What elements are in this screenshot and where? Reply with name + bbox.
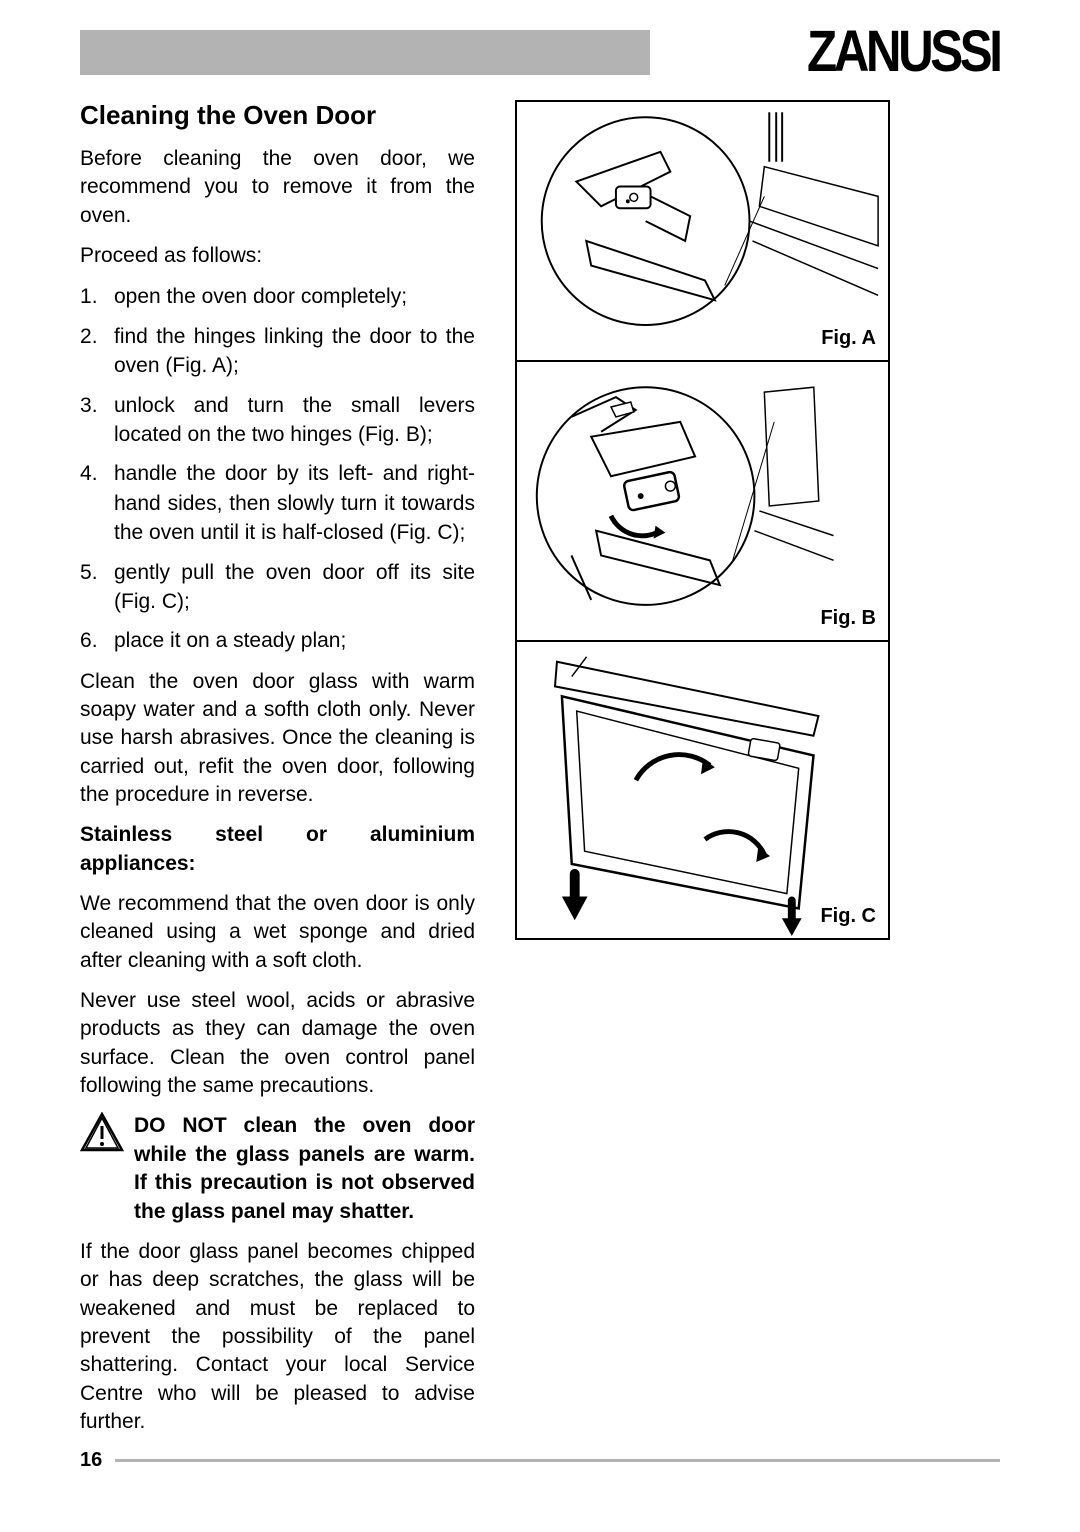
step-item: gently pull the oven door off its site (… xyxy=(80,558,475,617)
stainless-p2: Never use steel wool, acids or abrasive … xyxy=(80,987,475,1100)
step-item: place it on a steady plan; xyxy=(80,626,475,655)
header-bar xyxy=(80,30,650,75)
figure-a-label: Fig. A xyxy=(821,327,876,350)
page-number: 16 xyxy=(80,1449,102,1472)
proceed-paragraph: Proceed as follows: xyxy=(80,242,475,270)
figure-b: Fig. B xyxy=(515,360,890,640)
section-title: Cleaning the Oven Door xyxy=(80,100,475,131)
figure-column: Fig. A xyxy=(515,100,895,1448)
step-item: unlock and turn the small levers located… xyxy=(80,391,475,450)
content-area: Cleaning the Oven Door Before cleaning t… xyxy=(80,100,1000,1448)
figure-c-label: Fig. C xyxy=(820,905,876,928)
figure-b-label: Fig. B xyxy=(820,607,876,630)
steps-list: open the oven door completely; find the … xyxy=(80,282,475,655)
stainless-p1: We recommend that the oven door is only … xyxy=(80,890,475,975)
warning-block: DO NOT clean the oven door while the gla… xyxy=(80,1112,475,1225)
warning-icon xyxy=(80,1112,124,1152)
step-item: find the hinges linking the door to the … xyxy=(80,322,475,381)
warning-text: DO NOT clean the oven door while the gla… xyxy=(134,1112,475,1225)
final-paragraph: If the door glass panel becomes chipped … xyxy=(80,1238,475,1436)
figure-a: Fig. A xyxy=(515,100,890,360)
step-item: handle the door by its left- and right-h… xyxy=(80,459,475,547)
brand-logo: ZANUSSI xyxy=(807,18,1000,85)
figure-c: Fig. C xyxy=(515,640,890,940)
footer-line xyxy=(115,1459,1000,1462)
step-item: open the oven door completely; xyxy=(80,282,475,311)
after-steps-paragraph: Clean the oven door glass with warm soap… xyxy=(80,668,475,810)
text-column: Cleaning the Oven Door Before cleaning t… xyxy=(80,100,475,1448)
intro-paragraph: Before cleaning the oven door, we recomm… xyxy=(80,145,475,230)
stainless-heading: Stainless steel or aluminium appliances: xyxy=(80,821,475,878)
